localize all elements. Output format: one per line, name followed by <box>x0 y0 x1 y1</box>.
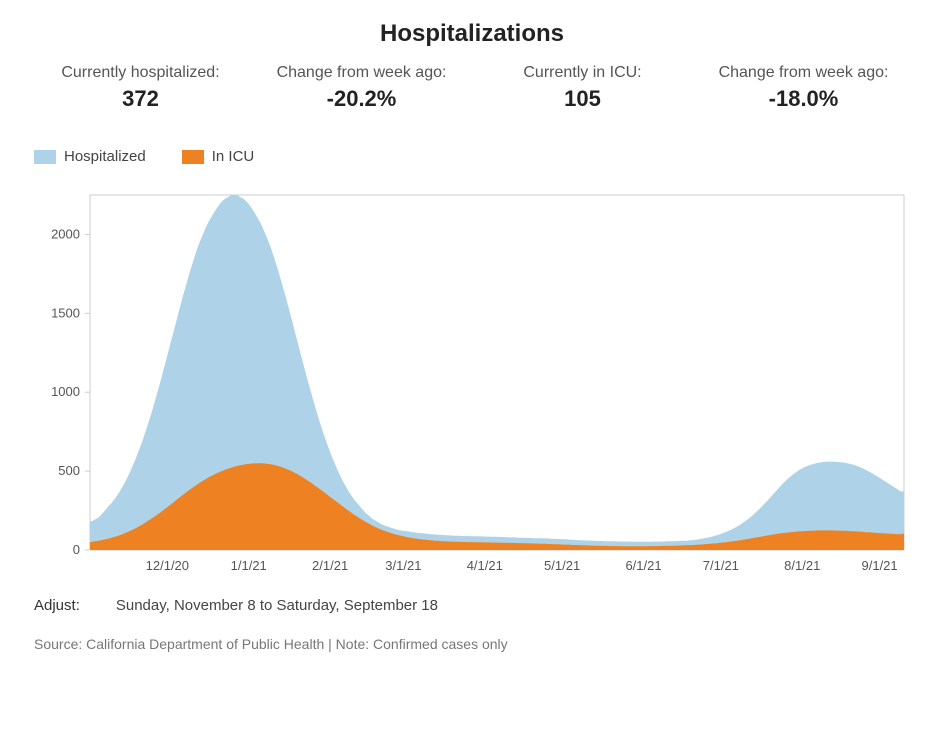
svg-text:0: 0 <box>73 542 80 557</box>
stat-icu: Currently in ICU: 105 <box>472 64 693 112</box>
svg-text:9/1/21: 9/1/21 <box>862 558 898 573</box>
source-note: Source: California Department of Public … <box>30 636 914 652</box>
legend-swatch <box>182 150 204 164</box>
stat-value: -20.2% <box>251 86 472 112</box>
stat-label: Currently hospitalized: <box>30 64 251 82</box>
stat-value: 105 <box>472 86 693 112</box>
svg-text:6/1/21: 6/1/21 <box>625 558 661 573</box>
legend: Hospitalized In ICU <box>30 148 914 165</box>
stat-value: 372 <box>30 86 251 112</box>
svg-text:12/1/20: 12/1/20 <box>146 558 189 573</box>
stat-label: Change from week ago: <box>251 64 472 82</box>
svg-text:1/1/21: 1/1/21 <box>231 558 267 573</box>
legend-item-icu: In ICU <box>182 148 255 165</box>
chart-title: Hospitalizations <box>30 20 914 48</box>
svg-text:4/1/21: 4/1/21 <box>467 558 503 573</box>
svg-text:1000: 1000 <box>51 384 80 399</box>
adjust-label: Adjust: <box>34 597 80 614</box>
svg-text:5/1/21: 5/1/21 <box>544 558 580 573</box>
chart-area: 0 500 1000 1500 2000 12/1/20 1/1/21 2/1/21 3/1/2… <box>30 185 914 585</box>
stat-hospitalized: Currently hospitalized: 372 <box>30 64 251 112</box>
stat-icu-change: Change from week ago: -18.0% <box>693 64 914 112</box>
svg-text:7/1/21: 7/1/21 <box>703 558 739 573</box>
svg-text:3/1/21: 3/1/21 <box>385 558 421 573</box>
stats-row: Currently hospitalized: 372 Change from … <box>30 64 914 112</box>
adjust-value[interactable]: Sunday, November 8 to Saturday, Septembe… <box>116 597 438 614</box>
legend-swatch <box>34 150 56 164</box>
stat-hosp-change: Change from week ago: -20.2% <box>251 64 472 112</box>
stat-label: Change from week ago: <box>693 64 914 82</box>
stat-value: -18.0% <box>693 86 914 112</box>
stat-label: Currently in ICU: <box>472 64 693 82</box>
svg-text:8/1/21: 8/1/21 <box>784 558 820 573</box>
legend-label: Hospitalized <box>64 148 146 165</box>
chart-svg: 0 500 1000 1500 2000 12/1/20 1/1/21 2/1/21 3/1/2… <box>30 185 914 585</box>
svg-text:2000: 2000 <box>51 226 80 241</box>
legend-label: In ICU <box>212 148 255 165</box>
adjust-row: Adjust: Sunday, November 8 to Saturday, … <box>30 597 914 614</box>
svg-text:1500: 1500 <box>51 305 80 320</box>
svg-text:500: 500 <box>58 463 80 478</box>
svg-text:2/1/21: 2/1/21 <box>312 558 348 573</box>
legend-item-hospitalized: Hospitalized <box>34 148 146 165</box>
